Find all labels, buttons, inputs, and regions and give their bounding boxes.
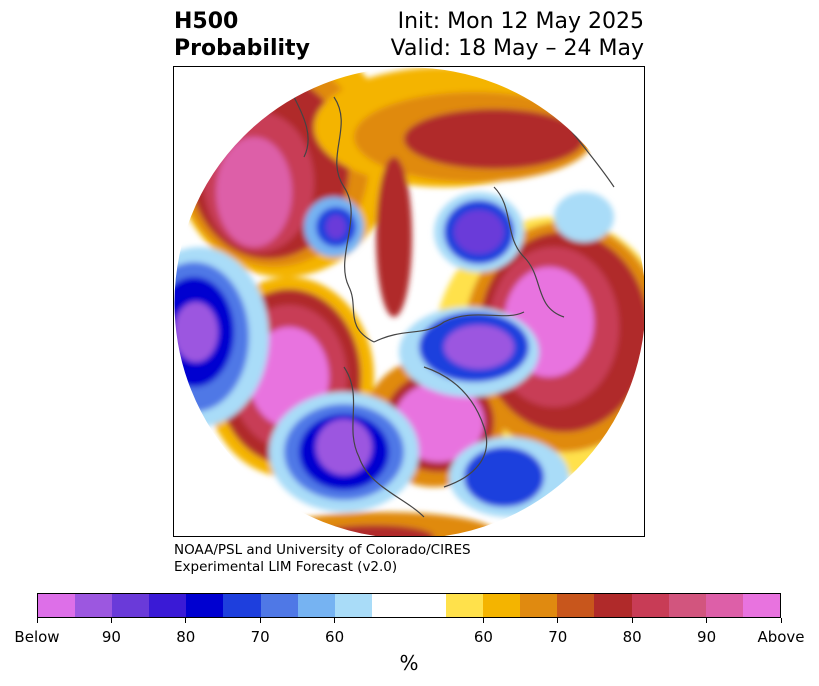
- colorbar-segment: [557, 594, 595, 617]
- colorbar-segment: [38, 594, 76, 617]
- probability-map: [173, 66, 645, 537]
- colorbar-segment: [223, 594, 261, 617]
- title-variable: H500: [174, 9, 239, 34]
- colorbar-tick-label: 90: [101, 628, 121, 646]
- colorbar-tickmark: [557, 618, 559, 623]
- colorbar-segment: [631, 594, 669, 617]
- colorbar-segment: [149, 594, 187, 617]
- title-quantity: Probability: [174, 36, 310, 61]
- colorbar-tickmark: [780, 618, 782, 623]
- colorbar-segment: [446, 594, 484, 617]
- colorbar-tickmark: [36, 618, 38, 623]
- colorbar-tick-label: 60: [325, 628, 345, 646]
- colorbar-tickmark: [185, 618, 187, 623]
- colorbar-tick-label: 90: [697, 628, 717, 646]
- colorbar-tick-label: 80: [176, 628, 196, 646]
- colorbar-segment: [186, 594, 224, 617]
- colorbar-segment: [371, 594, 409, 617]
- colorbar-tick-label: Below: [14, 628, 60, 646]
- colorbar-segment: [742, 594, 780, 617]
- coastlines: [293, 96, 615, 518]
- colorbar-segment: [705, 594, 743, 617]
- colorbar-tickmark: [706, 618, 708, 623]
- colorbar-segment: [334, 594, 372, 617]
- colorbar-unit: %: [399, 651, 419, 675]
- colorbar-tick-label: 60: [473, 628, 493, 646]
- colorbar-tickmark: [482, 618, 484, 623]
- colorbar-segment: [668, 594, 706, 617]
- probability-field: [174, 67, 644, 536]
- plot-title-left: H500 Probability: [174, 8, 310, 62]
- init-date: Init: Mon 12 May 2025: [397, 9, 644, 34]
- colorbar-tick-label: Above: [757, 628, 805, 646]
- colorbar-tick-label: 80: [622, 628, 642, 646]
- colorbar-tickmark: [110, 618, 112, 623]
- colorbar-segment: [297, 594, 335, 617]
- credit-line-1: NOAA/PSL and University of Colorado/CIRE…: [174, 542, 471, 558]
- colorbar-segment: [260, 594, 298, 617]
- credit-line-2: Experimental LIM Forecast (v2.0): [174, 559, 398, 575]
- plot-title-right: Init: Mon 12 May 2025 Valid: 18 May – 24…: [391, 8, 644, 62]
- colorbar: [37, 593, 781, 618]
- map-canvas: [174, 67, 644, 536]
- colorbar-tickmark: [334, 618, 336, 623]
- colorbar-segment: [408, 594, 447, 617]
- colorbar-segment: [520, 594, 558, 617]
- colorbar-tickmark: [259, 618, 261, 623]
- colorbar-tickmark: [631, 618, 633, 623]
- colorbar-segment: [75, 594, 113, 617]
- valid-range: Valid: 18 May – 24 May: [390, 36, 644, 61]
- colorbar-segment: [483, 594, 521, 617]
- colorbar-segment: [594, 594, 632, 617]
- colorbar-tick-label: 70: [548, 628, 568, 646]
- colorbar-tick-label: 70: [250, 628, 270, 646]
- colorbar-segment: [112, 594, 150, 617]
- credit-text: NOAA/PSL and University of Colorado/CIRE…: [174, 542, 471, 576]
